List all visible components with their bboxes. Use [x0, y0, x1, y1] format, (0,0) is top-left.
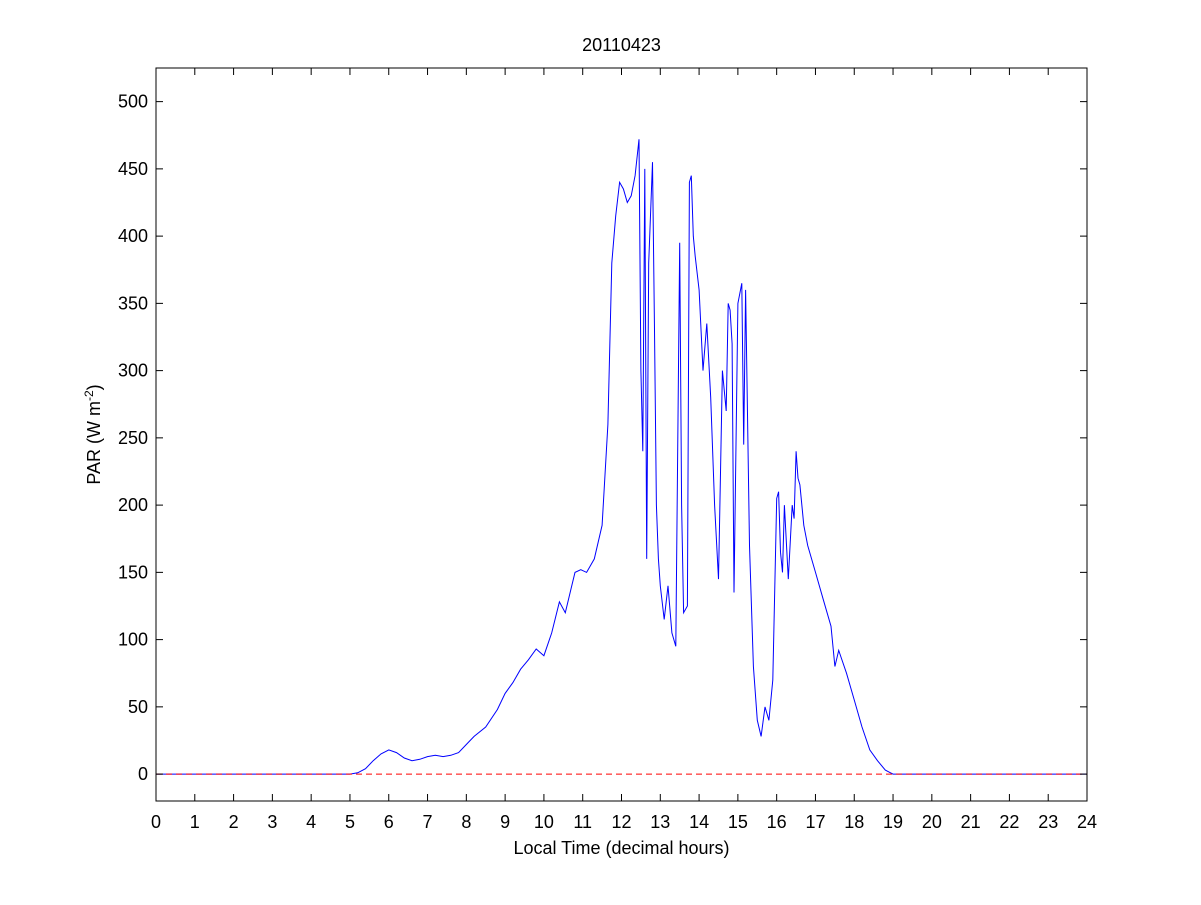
- y-tick-label: 450: [118, 159, 148, 179]
- x-tick-label: 1: [190, 812, 200, 832]
- y-tick-label: 200: [118, 495, 148, 515]
- x-tick-label: 2: [229, 812, 239, 832]
- x-tick-label: 8: [461, 812, 471, 832]
- x-tick-label: 0: [151, 812, 161, 832]
- y-axis-label-exponent: -2: [82, 390, 96, 401]
- plot-background: [156, 68, 1087, 801]
- x-tick-label: 5: [345, 812, 355, 832]
- y-tick-label: 350: [118, 293, 148, 313]
- x-tick-label: 10: [534, 812, 554, 832]
- y-tick-label: 150: [118, 562, 148, 582]
- tick-layer: 0 1 2 3 4 5 6 7 8 9 10 11 12 13 14 15 16 17 18 19 20 21 22 23 24…: [118, 68, 1097, 832]
- x-tick-label: 4: [306, 812, 316, 832]
- x-tick-label: 23: [1038, 812, 1058, 832]
- x-tick-label: 7: [423, 812, 433, 832]
- x-tick-label: 18: [844, 812, 864, 832]
- x-tick-label: 3: [267, 812, 277, 832]
- x-tick-label: 6: [384, 812, 394, 832]
- x-tick-label: 21: [961, 812, 981, 832]
- y-axis-label-end: ): [84, 384, 104, 390]
- x-tick-label: 9: [500, 812, 510, 832]
- x-tick-label: 20: [922, 812, 942, 832]
- x-tick-label: 14: [689, 812, 709, 832]
- x-tick-label: 16: [767, 812, 787, 832]
- series-layer: [156, 139, 1087, 775]
- x-tick-label: 22: [999, 812, 1019, 832]
- x-tick-label: 17: [805, 812, 825, 832]
- x-tick-label: 12: [611, 812, 631, 832]
- y-axis-label-main: PAR (W m: [84, 401, 104, 485]
- x-axis-label: Local Time (decimal hours): [513, 838, 729, 858]
- y-tick-label: 100: [118, 630, 148, 650]
- x-tick-label: 11: [573, 812, 592, 832]
- y-tick-label: 250: [118, 428, 148, 448]
- x-tick-label: 15: [728, 812, 748, 832]
- x-tick-label: 24: [1077, 812, 1097, 832]
- y-tick-label: 50: [128, 697, 148, 717]
- y-tick-label: 0: [138, 764, 148, 784]
- y-tick-label: 400: [118, 226, 148, 246]
- y-axis-label: PAR (W m-2): [82, 384, 104, 484]
- y-tick-label: 500: [118, 92, 148, 112]
- par-series-line: [156, 139, 1087, 775]
- axes-box: [155, 67, 1088, 802]
- x-tick-label: 19: [883, 812, 903, 832]
- y-tick-label: 300: [118, 361, 148, 381]
- x-tick-label: 13: [650, 812, 670, 832]
- chart-title: 20110423: [582, 35, 661, 55]
